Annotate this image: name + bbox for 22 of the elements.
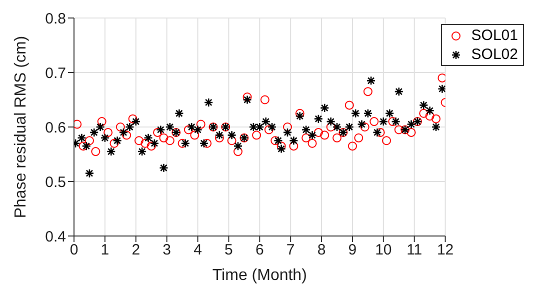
x-tick-label: 2: [132, 242, 140, 259]
x-tick-label: 6: [255, 242, 264, 259]
y-tick-label: 0.8: [45, 10, 66, 28]
x-tick-label: 1: [100, 242, 110, 259]
legend-label: SOL02: [471, 45, 518, 64]
y-axis-title: Phase residual RMS (cm): [12, 36, 30, 218]
x-tick-label: 10: [375, 242, 392, 259]
y-tick-label: 0.5: [45, 174, 66, 191]
x-tick-label: 7: [286, 242, 295, 259]
x-tick-label: 9: [348, 242, 357, 259]
y-tick-label: 0.6: [45, 119, 66, 136]
y-tick-label: 0.7: [45, 64, 66, 82]
x-tick-label: 0: [70, 242, 78, 259]
x-tick-label: 3: [162, 242, 171, 259]
x-tick-label: 11: [406, 242, 422, 259]
x-tick-label: 12: [436, 242, 454, 259]
x-tick-label: 4: [194, 242, 202, 259]
x-tick-label: 5: [224, 242, 233, 259]
legend-label: SOL01: [471, 26, 518, 45]
x-tick-label: 8: [317, 242, 326, 259]
x-axis-title: Time (Month): [212, 267, 307, 284]
y-tick-label: 0.4: [45, 228, 66, 246]
